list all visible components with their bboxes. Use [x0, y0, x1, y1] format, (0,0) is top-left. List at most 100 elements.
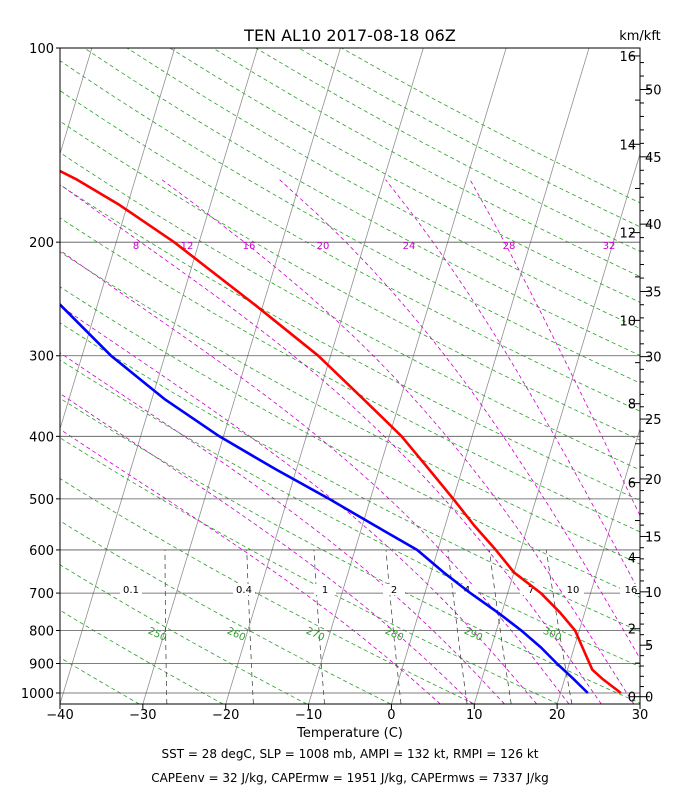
x-tick-label: −30 — [129, 708, 156, 723]
isotherm-line — [60, 48, 258, 704]
pressure-tick-label: 1000 — [21, 687, 54, 702]
kft-tick-label: 20 — [645, 473, 662, 488]
km-tick-label: 12 — [619, 227, 636, 242]
pressure-axis: 100 200 300 400 500 600 700 800 900 1000 — [21, 42, 60, 702]
km-tick-label: 0 — [628, 691, 636, 706]
moist-adiabat-label: 32 — [603, 241, 616, 252]
moist-adiabat-line — [60, 249, 570, 704]
x-axis-label: Temperature (C) — [296, 726, 403, 741]
dry-adiabat-line — [60, 397, 640, 704]
pressure-tick-label: 300 — [29, 350, 54, 365]
x-tick-label: −20 — [212, 708, 239, 723]
kft-tick-label: 40 — [645, 218, 662, 233]
kft-tick-label: 0 — [645, 691, 653, 706]
mixing-ratio-line — [246, 549, 254, 704]
isotherm-line — [0, 48, 9, 704]
x-axis: −40 −30 −20 −10 0 10 20 30 — [46, 704, 648, 723]
km-tick-label: 2 — [628, 623, 636, 638]
mixing-ratio-lines — [164, 549, 573, 704]
isotherm-lines — [0, 48, 640, 704]
mixing-ratio-label: 0.1 — [123, 585, 139, 596]
mixing-ratio-line — [164, 549, 168, 704]
kft-tick-label: 25 — [645, 413, 662, 428]
kft-tick-label: 35 — [645, 285, 662, 300]
isotherm-line — [142, 48, 341, 704]
pressure-tick-label: 500 — [29, 493, 54, 508]
pressure-tick-label: 600 — [29, 544, 54, 559]
dry-adiabat-line — [60, 322, 640, 632]
pressure-tick-label: 200 — [29, 236, 54, 251]
moist-adiabat-label: 16 — [243, 241, 256, 252]
km-tick-label: 4 — [628, 551, 636, 566]
isotherm-line — [60, 48, 93, 156]
moist-adiabat-label: 28 — [503, 241, 516, 252]
kft-tick-label: 5 — [645, 639, 653, 654]
moist-adiabat-line — [60, 184, 602, 704]
moist-adiabat-line — [60, 305, 538, 704]
dry-adiabat-line — [60, 359, 640, 668]
isotherm-line — [60, 48, 176, 431]
pressure-tick-label: 400 — [29, 430, 54, 445]
mixing-ratio-label-bg — [383, 584, 405, 595]
sounding-profiles — [60, 169, 622, 695]
mixing-ratio-line — [385, 549, 402, 704]
km-tick-label: 10 — [619, 314, 636, 329]
x-tick-label: 0 — [387, 708, 395, 723]
dry-adiabat-label: 250 — [146, 626, 168, 644]
chart-title: TEN AL10 2017-08-18 06Z — [243, 26, 456, 45]
dewpoint-profile — [60, 302, 589, 694]
moist-adiabat-label: 8 — [133, 241, 139, 252]
x-tick-label: −40 — [46, 708, 73, 723]
isobar-lines — [60, 48, 640, 694]
moist-adiabat-label: 20 — [317, 241, 330, 252]
moist-adiabat-line — [161, 179, 635, 704]
dry-adiabat-lines — [0, 48, 640, 704]
moist-adiabat-lines — [60, 179, 640, 704]
pressure-tick-label: 800 — [29, 625, 54, 640]
kft-tick-label: 10 — [645, 586, 662, 601]
isotherm-line — [639, 702, 640, 704]
footer-line-1: SST = 28 degC, SLP = 1008 mb, AMPI = 132… — [161, 747, 538, 761]
moist-adiabat-label: 24 — [403, 241, 416, 252]
moist-adiabat-line — [60, 352, 505, 704]
dry-adiabat-label: 260 — [225, 626, 247, 644]
x-tick-label: 30 — [632, 708, 649, 723]
moist-adiabat-line — [469, 179, 640, 517]
km-tick-label: 14 — [619, 138, 636, 153]
moist-adiabat-label: 12 — [181, 241, 194, 252]
pressure-tick-label: 100 — [29, 42, 54, 57]
temperature-profile — [60, 169, 622, 695]
dry-adiabat-line — [60, 90, 640, 412]
dry-adiabat-line — [60, 564, 307, 704]
mixing-ratio-label-bg — [520, 584, 542, 595]
isotherm-line — [556, 427, 640, 704]
dry-adiabat-line — [60, 478, 475, 704]
dry-adiabat-label: 300 — [541, 626, 563, 644]
dry-adiabat-line — [83, 48, 640, 356]
mixing-ratio-label-bg — [620, 584, 640, 595]
km-tick-label: 6 — [628, 477, 636, 492]
mixing-ratio-line — [313, 549, 325, 704]
kft-tick-label: 45 — [645, 151, 662, 166]
mixing-ratio-label: 2 — [391, 585, 397, 596]
dry-adiabat-line — [0, 48, 55, 704]
kft-tick-label: 15 — [645, 530, 662, 545]
dry-adiabat-line — [126, 48, 640, 329]
dry-adiabat-line — [60, 184, 640, 501]
mixing-ratio-label: 10 — [567, 585, 580, 596]
dry-adiabat-line — [60, 217, 640, 533]
right-axis-label: km/kft — [619, 29, 661, 44]
dry-adiabat-line — [60, 60, 640, 384]
dry-adiabat-label: 290 — [462, 626, 484, 644]
mixing-ratio-label-bg — [120, 584, 142, 595]
kft-axis: 0 5 10 15 20 25 30 35 40 45 50 — [640, 62, 662, 706]
dry-adiabat-line — [60, 520, 391, 704]
dry-adiabat-line — [60, 609, 224, 704]
x-tick-label: −10 — [295, 708, 322, 723]
dry-adiabat-line — [60, 286, 640, 598]
isotherm-line — [473, 152, 640, 704]
mixing-ratio-label-bg — [314, 584, 336, 595]
mixing-ratio-line — [545, 549, 573, 704]
